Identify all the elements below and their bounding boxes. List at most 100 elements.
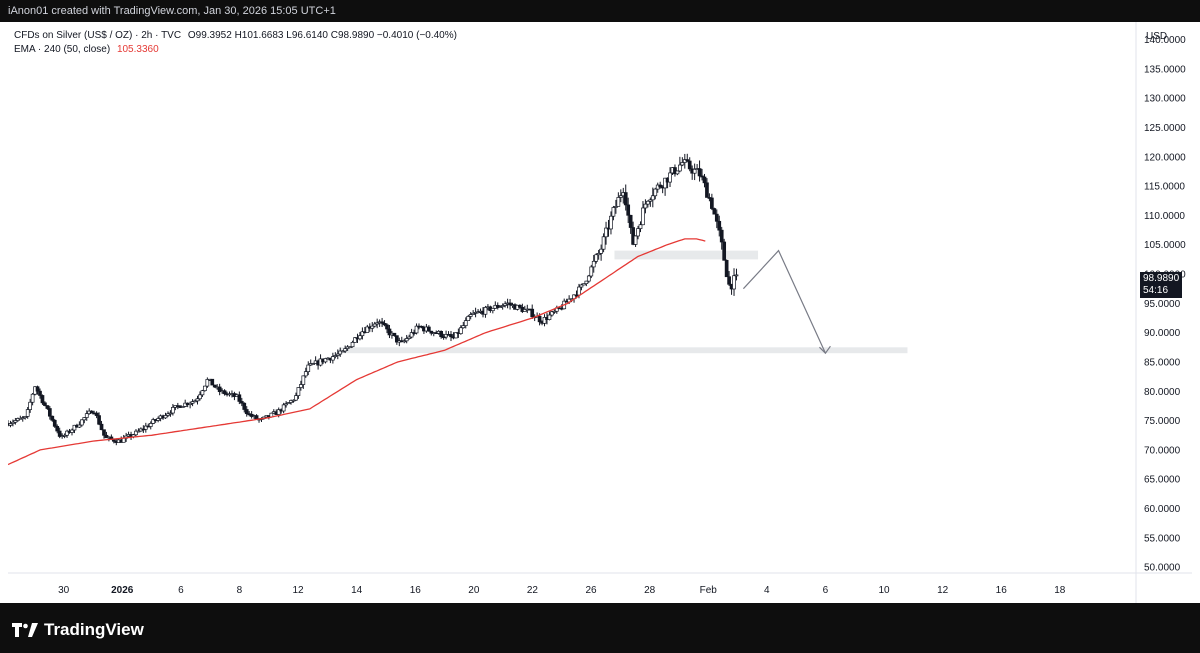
x-tick-label: Feb <box>700 585 718 596</box>
chart-area[interactable]: USD 140.0000 135.0000 130.0000 125.0000 120.0… <box>8 22 1192 603</box>
projection-arrowhead <box>819 345 831 355</box>
candle-down <box>254 415 259 420</box>
support-zone <box>339 347 908 354</box>
candle-up <box>360 331 365 337</box>
brand-name: TradingView <box>44 620 144 639</box>
candle-up <box>205 379 210 387</box>
y-tick-label: 110.0000 <box>1144 211 1185 222</box>
candle-up <box>498 306 503 308</box>
candle-up <box>70 429 74 433</box>
candle-down <box>697 168 702 177</box>
candle-down <box>392 332 397 336</box>
candle-up <box>180 406 185 408</box>
x-tick-label: 20 <box>468 585 480 596</box>
candle-up <box>641 207 645 226</box>
candle-down <box>537 315 542 323</box>
candle-down <box>628 214 633 228</box>
candle-up <box>338 350 343 355</box>
candle-up <box>589 266 594 277</box>
candle-up <box>72 424 77 431</box>
candle-down <box>380 321 384 324</box>
candle-down <box>710 197 714 209</box>
candle-up <box>372 323 377 327</box>
candle-up <box>454 332 458 339</box>
legend-symbol: CFDs on Silver (US$ / OZ) · 2h · TVC <box>14 30 182 41</box>
candle-up <box>82 417 87 421</box>
projection-path <box>742 249 826 354</box>
tradingview-brand[interactable]: TradingView <box>12 620 144 640</box>
candle-down <box>719 229 724 243</box>
last-price: 98.9890 <box>1143 272 1180 284</box>
x-tick-label: 4 <box>764 585 770 596</box>
candle-down <box>222 390 227 395</box>
candle-down <box>210 378 215 386</box>
candle-up <box>163 415 168 419</box>
candle-down <box>727 276 731 285</box>
candle-down <box>50 415 55 421</box>
candle-down <box>57 430 62 437</box>
y-tick-label: 120.0000 <box>1144 152 1186 163</box>
candle-up <box>646 200 650 205</box>
candle-up <box>335 353 340 356</box>
candle-up <box>577 286 581 296</box>
x-tick-label: 22 <box>527 585 539 596</box>
candle-down <box>242 402 247 410</box>
candle-down <box>530 308 535 318</box>
candle-down <box>712 208 717 215</box>
candle-down <box>45 405 50 409</box>
y-tick-label: 90.0000 <box>1144 328 1181 339</box>
candle-up <box>193 400 197 403</box>
candle-up <box>375 322 380 325</box>
x-tick-label: 28 <box>644 585 656 596</box>
candle-down <box>439 330 444 338</box>
candle-up <box>79 419 84 426</box>
y-tick-label: 115.0000 <box>1144 182 1185 193</box>
y-tick-label: 75.0000 <box>1144 416 1181 427</box>
y-tick-label: 95.0000 <box>1144 299 1181 310</box>
candle-up <box>23 416 28 419</box>
y-tick-label: 85.0000 <box>1144 357 1181 368</box>
y-tick-label: 70.0000 <box>1144 445 1181 456</box>
candle-down <box>382 323 387 326</box>
candle-up <box>151 419 156 424</box>
candle-up <box>638 224 643 229</box>
candle-up <box>542 317 547 324</box>
candle-down <box>217 386 222 393</box>
candle-up <box>148 423 153 427</box>
legend-ema-value: 105.3360 <box>116 44 159 55</box>
support-zone <box>614 250 759 260</box>
candle-up <box>599 248 603 254</box>
candle-up <box>586 275 591 282</box>
candle-up <box>370 325 375 329</box>
bar-countdown: 54:16 <box>1143 284 1169 296</box>
candle-up <box>732 275 736 290</box>
candle-up <box>286 402 291 405</box>
candle-up <box>483 307 488 315</box>
x-tick-label: 16 <box>410 585 422 596</box>
candle-down <box>212 384 217 388</box>
candle-down <box>237 394 242 402</box>
candle-up <box>203 385 207 392</box>
candle-up <box>121 437 126 443</box>
candle-up <box>188 402 192 406</box>
candle-down <box>38 390 42 396</box>
candle-up <box>296 387 301 396</box>
candle-up <box>616 197 621 207</box>
candle-up <box>134 430 138 436</box>
candle-up <box>550 311 554 316</box>
candle-up <box>323 358 328 363</box>
candle-up <box>306 364 311 372</box>
candle-up <box>343 348 348 352</box>
candle-down <box>714 213 719 222</box>
candle-down <box>429 330 434 334</box>
y-tick-label: 135.0000 <box>1144 64 1186 75</box>
candle-up <box>680 162 685 166</box>
y-tick-label: 125.0000 <box>1144 123 1186 134</box>
candle-up <box>195 398 200 402</box>
candle-up <box>402 340 407 343</box>
candle-down <box>43 402 47 406</box>
candle-up <box>611 207 616 217</box>
candle-up <box>25 409 30 417</box>
candle-up <box>303 371 308 377</box>
